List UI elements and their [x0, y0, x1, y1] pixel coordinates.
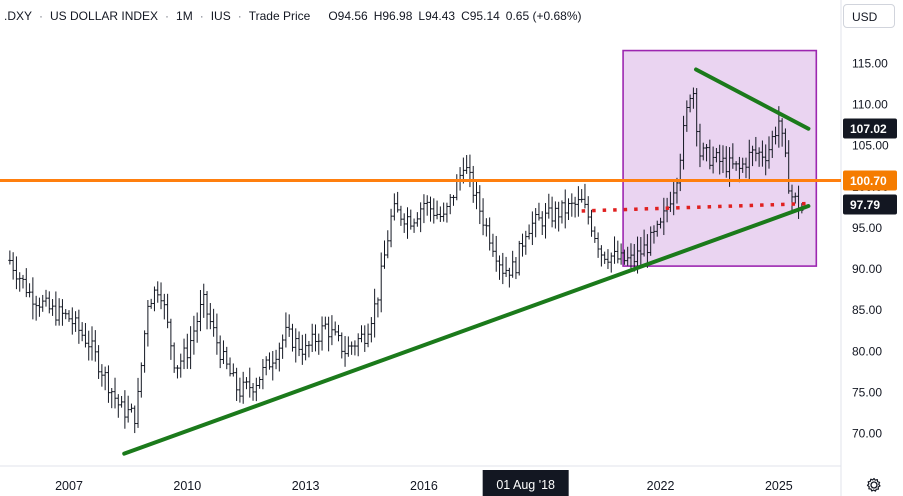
y-tick-label: 105.00: [852, 139, 889, 153]
separator-dot: ·: [199, 9, 204, 23]
y-tick-label: 115.00: [852, 56, 888, 70]
high-value: H96.98: [373, 9, 413, 23]
symbol-ticker[interactable]: .DXY: [4, 9, 33, 23]
exchange-label: IUS: [210, 9, 231, 23]
open-value: O94.56: [328, 9, 368, 23]
crosshair-date-label: 01 Aug '18: [496, 478, 555, 492]
x-tick-label: 2025: [765, 479, 793, 493]
gear-icon[interactable]: [865, 476, 883, 494]
separator-dot: ·: [237, 9, 242, 23]
price-label-box: [843, 194, 897, 215]
low-value: L94.43: [418, 9, 456, 23]
change-value: 0.65 (+0.68%): [505, 9, 582, 23]
close-value: C95.14: [461, 9, 500, 23]
x-tick-label: 2022: [647, 479, 675, 493]
support-trendline: [122, 204, 811, 456]
y-tick-label: 110.00: [852, 98, 888, 112]
symbol-header: .DXY · US DOLLAR INDEX · 1M · IUS · Trad…: [4, 9, 582, 23]
price-label-box: [843, 170, 897, 191]
separator-dot: ·: [165, 9, 170, 23]
y-tick-label: 95.00: [852, 221, 882, 235]
x-tick-label: 2013: [292, 479, 320, 493]
crosshair-date-box: [482, 470, 569, 496]
y-tick-label: 85.00: [852, 303, 882, 317]
interval-label[interactable]: 1M: [176, 9, 193, 23]
y-tick-label: 90.00: [852, 262, 882, 276]
falling-trendline: [694, 67, 811, 131]
price-label-box: [843, 118, 897, 139]
currency-button[interactable]: USD: [843, 4, 895, 28]
price-label: 100.70: [850, 174, 887, 188]
price-label: 97.79: [850, 198, 880, 212]
y-tick-label: 75.00: [852, 385, 882, 399]
ohlc-values: O94.56 H96.98 L94.43 C95.14 0.65 (+0.68%…: [328, 9, 581, 23]
y-tick-label: 70.00: [852, 427, 882, 441]
x-tick-label: 2007: [55, 479, 83, 493]
price-type-label: Trade Price: [248, 9, 311, 23]
price-label: 107.02: [850, 122, 887, 136]
dotted-level-line: [581, 201, 809, 213]
separator-dot: ·: [39, 9, 44, 23]
symbol-name: US DOLLAR INDEX: [50, 9, 159, 23]
y-tick-label: 80.00: [852, 344, 882, 358]
x-tick-label: 2010: [173, 479, 201, 493]
x-tick-label: 2016: [410, 479, 438, 493]
